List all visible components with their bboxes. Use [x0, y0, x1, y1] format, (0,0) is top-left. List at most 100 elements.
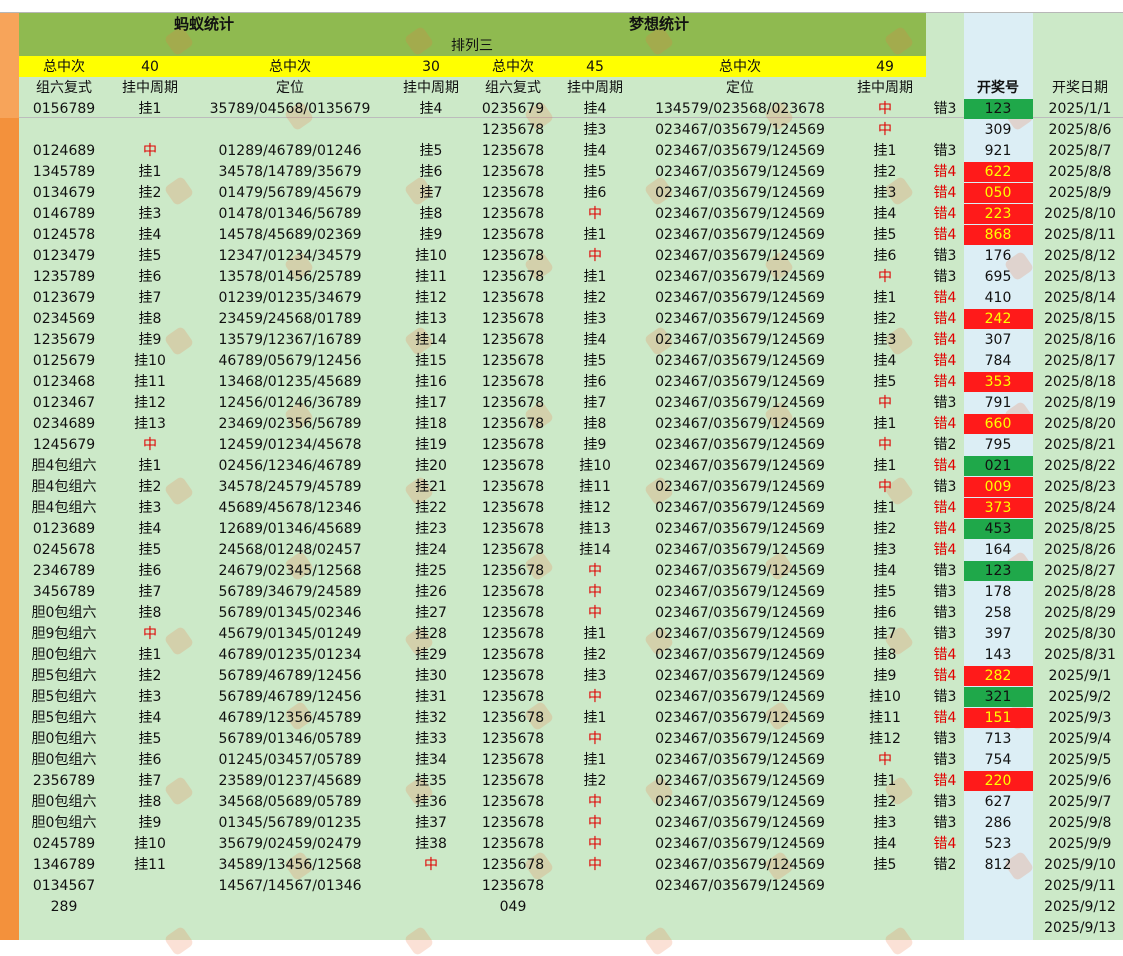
cell-k: 2025/8/13	[1044, 269, 1116, 285]
cell-b: 挂9	[138, 815, 162, 831]
cell-i: 错3	[933, 395, 957, 411]
cell-d: 挂16	[415, 374, 447, 390]
cell-c: 12459/01234/45678	[218, 437, 362, 453]
cell-k: 2025/8/26	[1044, 542, 1116, 558]
cell-g: 023467/035679/124569	[655, 647, 825, 663]
col-header-cycle-2: 挂中周期	[403, 80, 459, 96]
cell-f: 中	[588, 731, 602, 747]
cell-k: 2025/8/12	[1044, 248, 1116, 264]
cell-j: 123	[984, 563, 1012, 579]
cell-k: 2025/9/7	[1048, 794, 1112, 810]
cell-a: 1235789	[32, 269, 96, 285]
cell-e: 1235678	[481, 500, 545, 516]
cell-d: 挂7	[419, 185, 443, 201]
cell-h: 挂1	[873, 290, 897, 306]
cell-f: 挂2	[583, 773, 607, 789]
cell-h: 挂2	[873, 311, 897, 327]
cell-i: 错3	[933, 815, 957, 831]
cell-j: 242	[984, 311, 1012, 327]
cell-j: 050	[984, 185, 1012, 201]
cell-j: 373	[984, 500, 1012, 516]
cell-e: 1235678	[481, 437, 545, 453]
cell-e: 1235678	[481, 668, 545, 684]
cell-a: 0156789	[32, 101, 96, 117]
cell-j: 622	[984, 164, 1012, 180]
cell-b: 挂4	[138, 521, 162, 537]
cell-h: 中	[878, 101, 892, 117]
cell-e: 1235678	[481, 332, 545, 348]
cell-g: 023467/035679/124569	[655, 122, 825, 138]
cell-k: 2025/8/31	[1044, 647, 1116, 663]
cell-g: 023467/035679/124569	[655, 815, 825, 831]
cell-c: 56789/46789/12456	[218, 668, 362, 684]
draw-number-highlight	[964, 498, 1033, 518]
cell-c: 13578/01456/25789	[218, 269, 362, 285]
cell-h: 挂5	[873, 584, 897, 600]
cell-h: 中	[878, 269, 892, 285]
cell-e: 1235678	[481, 878, 545, 894]
cell-g: 023467/035679/124569	[655, 395, 825, 411]
cell-b: 挂2	[138, 185, 162, 201]
cell-g: 023467/035679/124569	[655, 563, 825, 579]
cell-k: 2025/9/11	[1044, 878, 1116, 894]
cell-k: 2025/8/17	[1044, 353, 1116, 369]
cell-f: 挂9	[583, 437, 607, 453]
cell-j: 523	[984, 836, 1012, 852]
cell-f: 挂2	[583, 290, 607, 306]
cell-e: 1235678	[481, 248, 545, 264]
cell-f: 中	[588, 689, 602, 705]
cell-d: 挂15	[415, 353, 447, 369]
cell-e: 1235678	[481, 542, 545, 558]
cell-b: 挂11	[134, 857, 166, 873]
cell-b: 挂2	[138, 479, 162, 495]
cell-d: 挂8	[419, 206, 443, 222]
cell-k: 2025/9/13	[1044, 920, 1116, 936]
cell-k: 2025/1/1	[1048, 101, 1112, 117]
cell-d: 挂32	[415, 710, 447, 726]
cell-b: 挂7	[138, 290, 162, 306]
cell-d: 挂13	[415, 311, 447, 327]
cell-j: 307	[984, 332, 1012, 348]
draw-number-highlight	[964, 225, 1033, 245]
watermark-logo-icon	[883, 925, 915, 956]
cell-b: 挂1	[138, 164, 162, 180]
cell-c: 46789/12356/45789	[218, 710, 362, 726]
cell-d: 挂24	[415, 542, 447, 558]
cell-a: 3456789	[32, 584, 96, 600]
cell-b: 挂8	[138, 794, 162, 810]
cell-b: 挂4	[138, 227, 162, 243]
cell-j: 176	[984, 248, 1012, 264]
cell-f: 挂3	[583, 668, 607, 684]
cell-h: 挂4	[873, 836, 897, 852]
cell-e: 1235678	[481, 227, 545, 243]
cell-j: 309	[984, 122, 1012, 138]
cell-c: 45679/01345/01249	[218, 626, 362, 642]
cell-g: 023467/035679/124569	[655, 248, 825, 264]
cell-i: 错3	[933, 563, 957, 579]
cell-g: 023467/035679/124569	[655, 626, 825, 642]
cell-a: 0124689	[32, 143, 96, 159]
cell-b: 挂12	[134, 395, 166, 411]
yellow-label-1: 总中次	[43, 59, 85, 75]
cell-d: 挂29	[415, 647, 447, 663]
cell-c: 12347/01234/34579	[218, 248, 362, 264]
cell-c: 56789/01346/05789	[218, 731, 362, 747]
cell-k: 2025/8/29	[1044, 605, 1116, 621]
cell-d: 挂38	[415, 836, 447, 852]
cell-a: 0125679	[32, 353, 96, 369]
cell-d: 挂33	[415, 731, 447, 747]
cell-c: 46789/05679/12456	[218, 353, 362, 369]
cell-g: 023467/035679/124569	[655, 416, 825, 432]
cell-i: 错3	[933, 584, 957, 600]
cell-i: 错4	[933, 164, 957, 180]
cell-f: 挂1	[583, 710, 607, 726]
cell-b: 挂7	[138, 773, 162, 789]
cell-j: 143	[984, 647, 1012, 663]
cell-f: 挂3	[583, 122, 607, 138]
cell-d: 挂26	[415, 584, 447, 600]
cell-h: 挂4	[873, 353, 897, 369]
cell-b: 中	[143, 626, 157, 642]
cell-e: 1235678	[481, 416, 545, 432]
cell-f: 中	[588, 815, 602, 831]
cell-e: 1235678	[481, 122, 545, 138]
